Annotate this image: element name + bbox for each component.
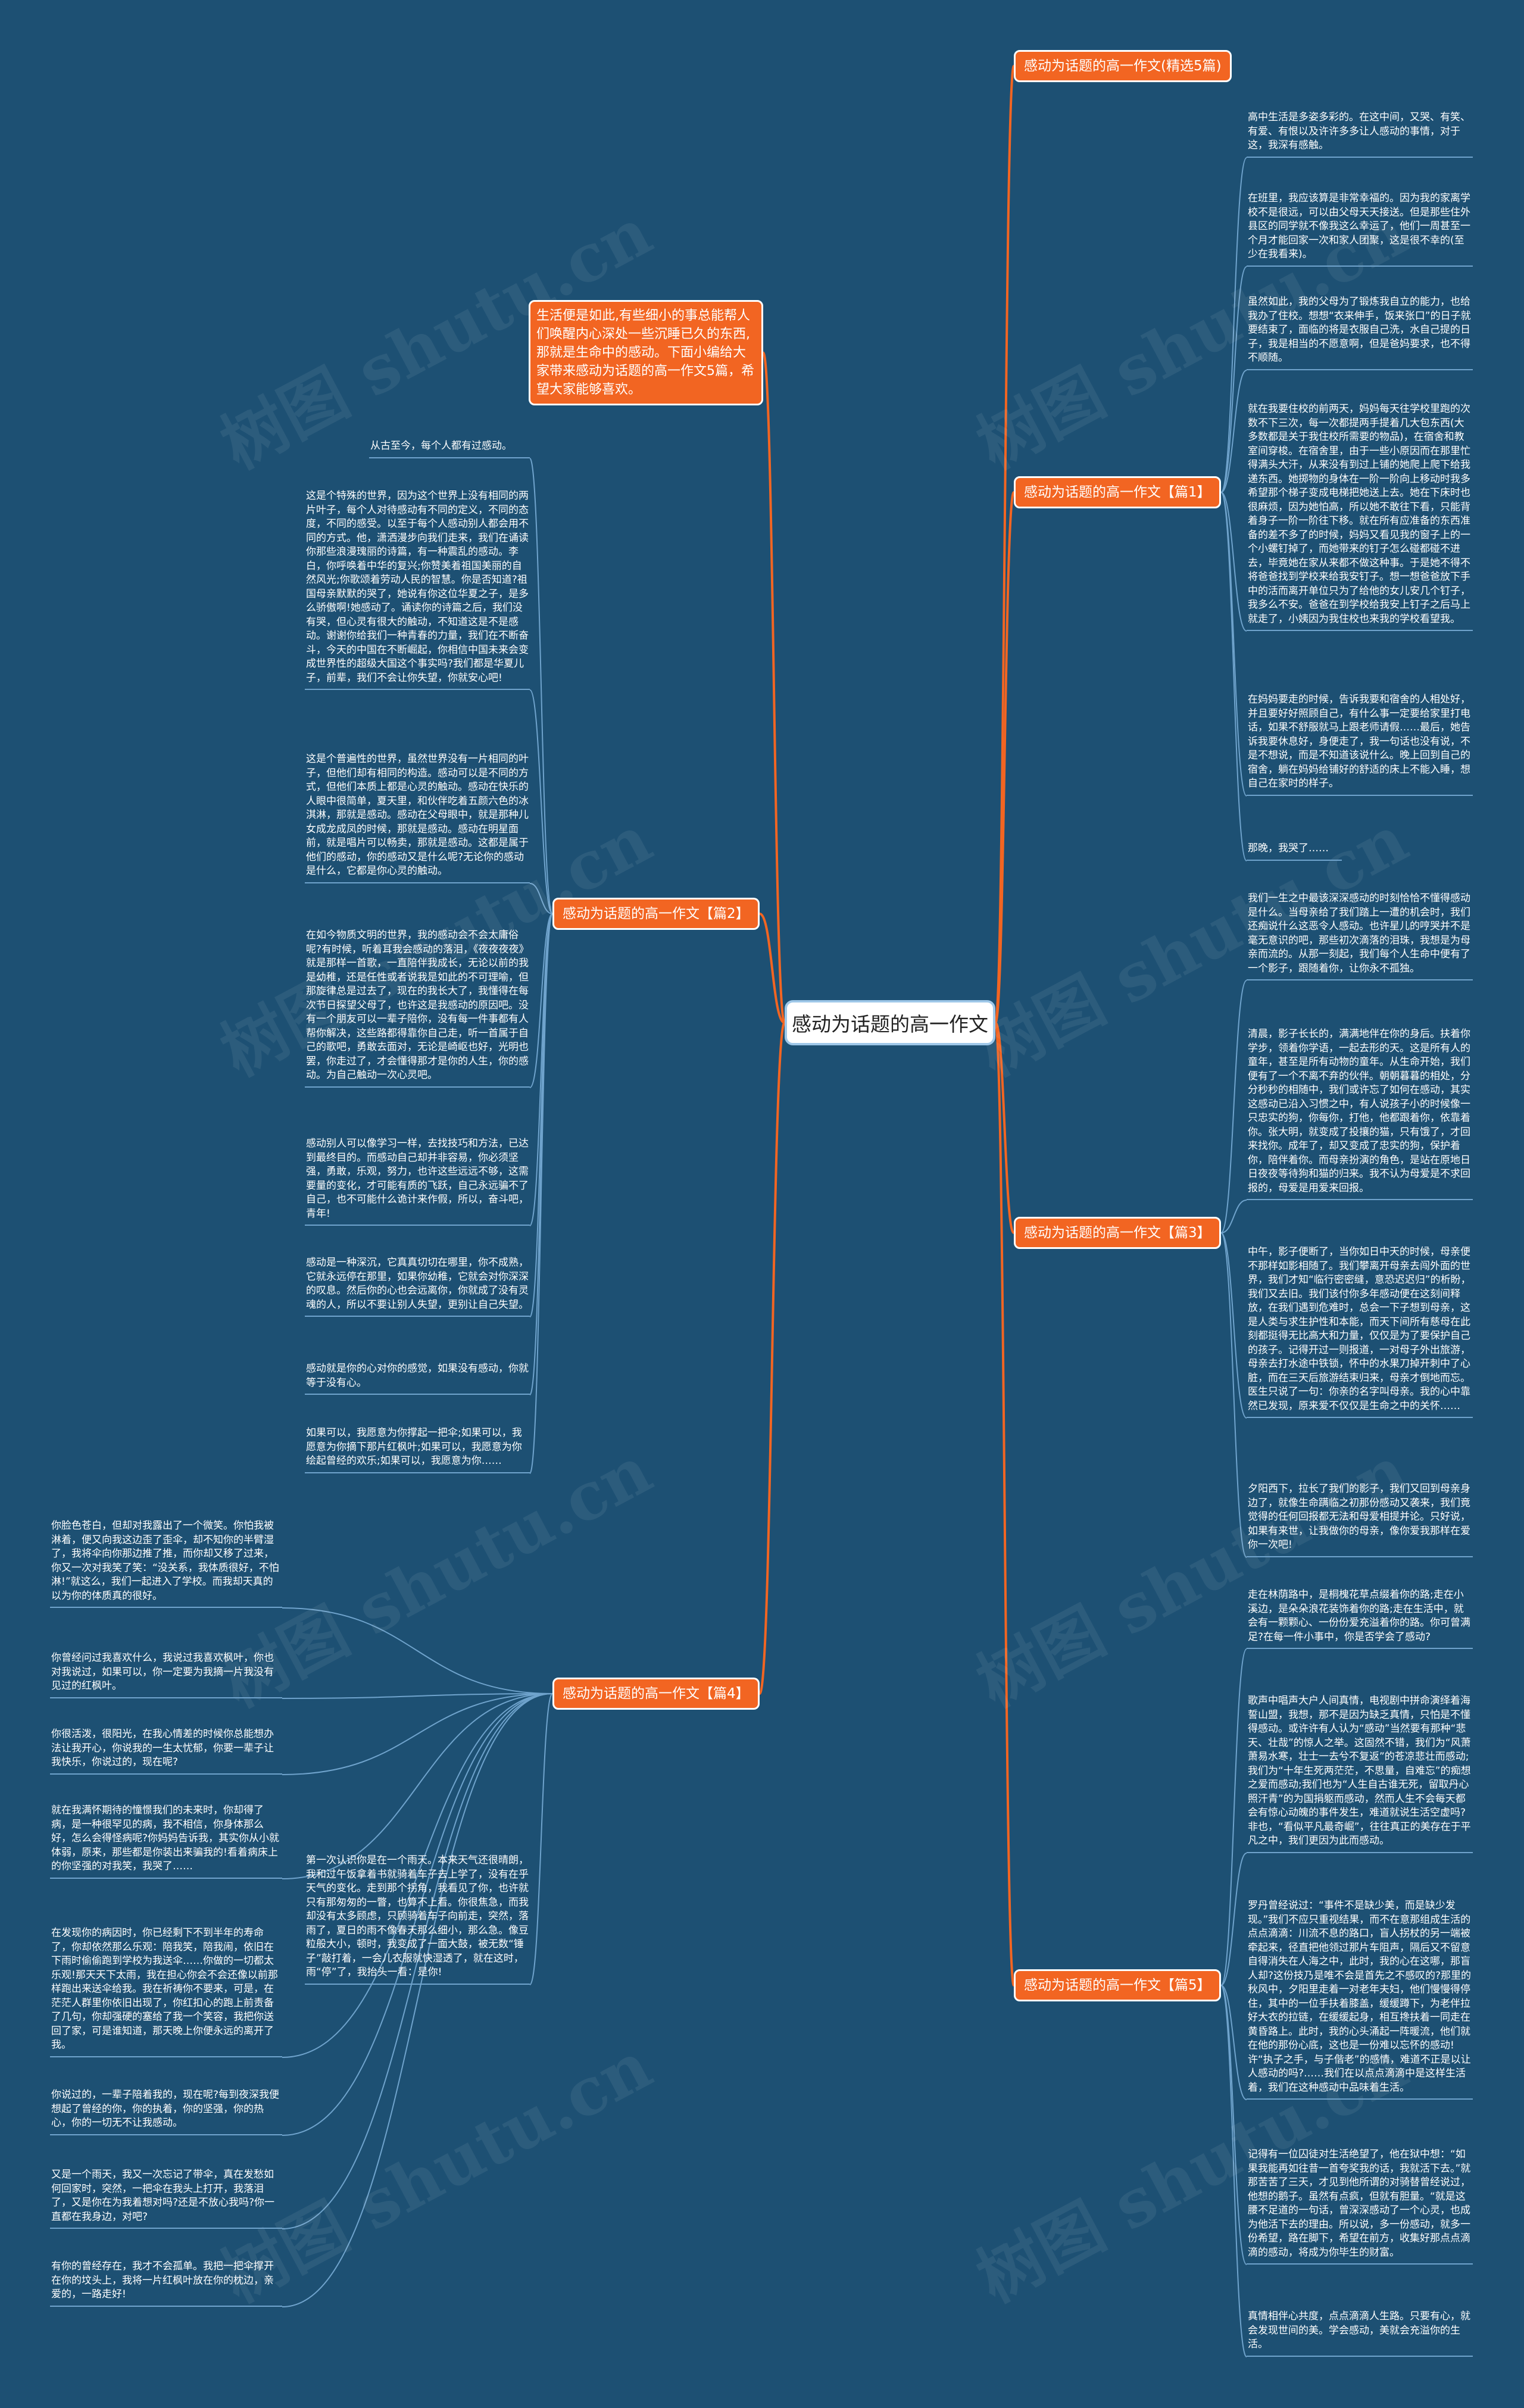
connector-line <box>529 883 553 914</box>
leaf-text: 感动就是你的心对你的感觉，如果没有感动，你就等于没有心。 <box>305 1360 530 1395</box>
leaf-text: 从古至今，每个人都有过感动。 <box>369 437 530 458</box>
connector-line <box>1220 370 1247 493</box>
connector-line <box>282 1693 553 1775</box>
connector-line <box>1220 157 1247 493</box>
leaf-text: 罗丹曾经说过：“事件不是缺少美，而是缺少发现。”我们不应只重视结果，而不在意那组… <box>1247 1897 1473 2100</box>
connector-line <box>994 491 1015 1024</box>
connector-line <box>1220 1853 1247 1986</box>
connector-line <box>1220 1985 1247 2265</box>
connector-line <box>994 1022 1015 1987</box>
leaf-text: 就在我满怀期待的憧憬我们的未来时，你却得了病，是一种很罕见的病，我不相信，你身体… <box>50 1801 282 1879</box>
leaf-text: 高中生活是多姿多彩的。在这中间，又哭、有笑、有爱、有恨以及许许多多让人感动的事情… <box>1247 108 1473 158</box>
connector-line <box>1220 1200 1247 1233</box>
leaf-text: 这是个普遍性的世界，虽然世界没有一片相同的叶子，但他们却有相同的构造。感动可以是… <box>305 750 530 883</box>
branch-article-3[interactable]: 感动为话题的高一作文【篇3】 <box>1014 1217 1221 1249</box>
leaf-text: 感动别人可以像学习一样，去找技巧和方法，已达到最终目的。而感动自己却并非容易，你… <box>305 1135 530 1226</box>
connector-line <box>1220 266 1247 493</box>
leaf-text: 我们一生之中最该深深感动的时刻恰恰不懂得感动是什么。当母亲给了我们踏上一遭的机会… <box>1247 889 1473 980</box>
leaf-text: 在班里，我应该算是非常幸福的。因为我的家离学校不是很远，可以由父母天天接送。但是… <box>1247 189 1473 267</box>
connector-line <box>282 1693 553 2136</box>
connector-line <box>529 689 553 914</box>
connector-line <box>1220 1232 1247 1419</box>
connector-line <box>1220 492 1247 861</box>
leaf-text: 如果可以，我愿意为你撑起一把伞;如果可以，我愿意为你摘下那片红枫叶;如果可以，我… <box>305 1424 530 1473</box>
connector-line <box>282 1693 553 1699</box>
connector-line <box>1220 980 1247 1233</box>
connector-line <box>529 913 553 1395</box>
connector-line <box>282 1693 553 1879</box>
leaf-text: 感动是一种深沉，它真真切切在哪里，你不成熟，它就永远停在那里，如果你幼稚，它就会… <box>305 1254 530 1317</box>
connector-line <box>282 1693 553 2229</box>
intro-node[interactable]: 生活便是如此,有些细小的事总能帮人们唤醒内心深处一些沉睡已久的东西,那就是生命中… <box>529 300 763 405</box>
root-node[interactable]: 感动为话题的高一作文 <box>785 1000 995 1045</box>
branch-article-4[interactable]: 感动为话题的高一作文【篇4】 <box>552 1678 760 1710</box>
connector-line <box>1220 492 1247 797</box>
branch-article-1[interactable]: 感动为话题的高一作文【篇1】 <box>1014 476 1221 508</box>
leaf-text: 清晨，影子长长的，满满地伴在你的身后。扶着你学步，领着你学语，一起去形的天。这是… <box>1247 1025 1473 1200</box>
connector-line <box>1220 1232 1247 1558</box>
leaf-text: 真情相伴心共度，点点滴滴人生路。只要有心，就会发现世间的美。学会感动，美就会充溢… <box>1247 2307 1473 2357</box>
connector-line <box>529 458 553 914</box>
connector-line <box>759 913 785 1024</box>
connector-line <box>282 1693 553 2058</box>
connector-line <box>1220 1648 1247 1986</box>
leaf-text: 在发现你的病因时，你已经剩下不到半年的寿命了，你却依然那么乐观：陪我笑，陪我闹，… <box>50 1924 282 2057</box>
connector-line <box>994 1022 1015 1234</box>
leaf-text: 虽然如此，我的父母为了锻炼我自立的能力，也给我办了住校。想想“衣来伸手，饭来张口… <box>1247 293 1473 370</box>
connector-line <box>758 1022 786 1695</box>
leaf-text: 走在林荫路中，是桐槐花草点缀着你的路;走在小溪边，是朵朵浪花装饰着你的路;走在生… <box>1247 1586 1473 1649</box>
connector-line <box>1220 492 1247 632</box>
connector-line <box>529 913 553 1474</box>
leaf-text: 歌声中唱声大户人间真情，电视剧中拼命演绎着海誓山盟，我想，那不是因为缺乏真情，只… <box>1247 1692 1473 1853</box>
connector-line <box>1220 1985 1247 2357</box>
connector-line <box>762 351 786 1024</box>
leaf-text: 有你的曾经存在，我才不会孤单。我把一把伞撑开在你的坟头上，我将一片红枫叶放在你的… <box>50 2257 282 2307</box>
connector-line <box>282 1693 553 2307</box>
leaf-text: 记得有一位囚徒对生活绝望了，他在狱中想：“如果我能再如往昔一首夸奖我的话，我就活… <box>1247 2145 1473 2265</box>
connector-line <box>529 913 553 1088</box>
connector-line <box>529 1693 553 1985</box>
leaf-text: 就在我要住校的前两天，妈妈每天往学校里跑的次数不下三次，每一次都提两手提着几大包… <box>1247 400 1473 631</box>
leaf-text: 在妈妈要走的时候，告诉我要和宿舍的人相处好，并且要好好照顾自己，有什么事一定要给… <box>1247 691 1473 796</box>
branch-overview[interactable]: 感动为话题的高一作文(精选5篇) <box>1014 50 1232 82</box>
leaf-text: 你很活泼，很阳光，在我心情差的时候你总能想办法让我开心，你说我的一生太忧郁，你要… <box>50 1725 282 1775</box>
leaf-text: 夕阳西下，拉长了我们的影子，我们又回到母亲身边了，就像生命蹒临之初那份感动又袭来… <box>1247 1480 1473 1557</box>
leaf-text: 第一次认识你是在一个雨天。本来天气还很晴朗，我和过午饭拿着书就骑着车子去上学了，… <box>305 1851 530 1985</box>
connector-line <box>994 65 1015 1024</box>
branch-article-5[interactable]: 感动为话题的高一作文【篇5】 <box>1014 1969 1221 2001</box>
branch-article-2[interactable]: 感动为话题的高一作文【篇2】 <box>552 898 760 930</box>
leaf-text: 中午，影子便断了，当你如日中天的时候，母亲便不那样如影相随了。我们攀离开母亲去闯… <box>1247 1243 1473 1418</box>
leaf-text: 在如今物质文明的世界，我的感动会不会太庸俗呢?有时候，听着耳我会感动的落泪，《夜… <box>305 926 530 1088</box>
leaf-text: 你脸色苍白，但却对我露出了一个微笑。你怕我被淋着，便又向我这边歪了歪伞，却不知你… <box>50 1517 282 1608</box>
leaf-text: 这是个特殊的世界，因为这个世界上没有相同的两片叶子，每个人对待感动有不同的定义，… <box>305 487 530 690</box>
connector-line <box>282 1607 553 1694</box>
leaf-text: 你说过的，一辈子陪着我的，现在呢?每到夜深我便想起了曾经的你，你的执着，你的坚强… <box>50 2086 282 2135</box>
leaf-text: 你曾经问过我喜欢什么，我说过我喜欢枫叶，你也对我说过，如果可以，你一定要为我摘一… <box>50 1649 282 1698</box>
connector-line <box>529 913 553 1317</box>
leaf-text: 那晚，我哭了…… <box>1247 839 1342 861</box>
connector-line <box>1220 1985 1247 2100</box>
leaf-text: 又是一个雨天，我又一次忘记了带伞，真在发愁如何回家时，突然，一把伞在我头上打开，… <box>50 2166 282 2229</box>
